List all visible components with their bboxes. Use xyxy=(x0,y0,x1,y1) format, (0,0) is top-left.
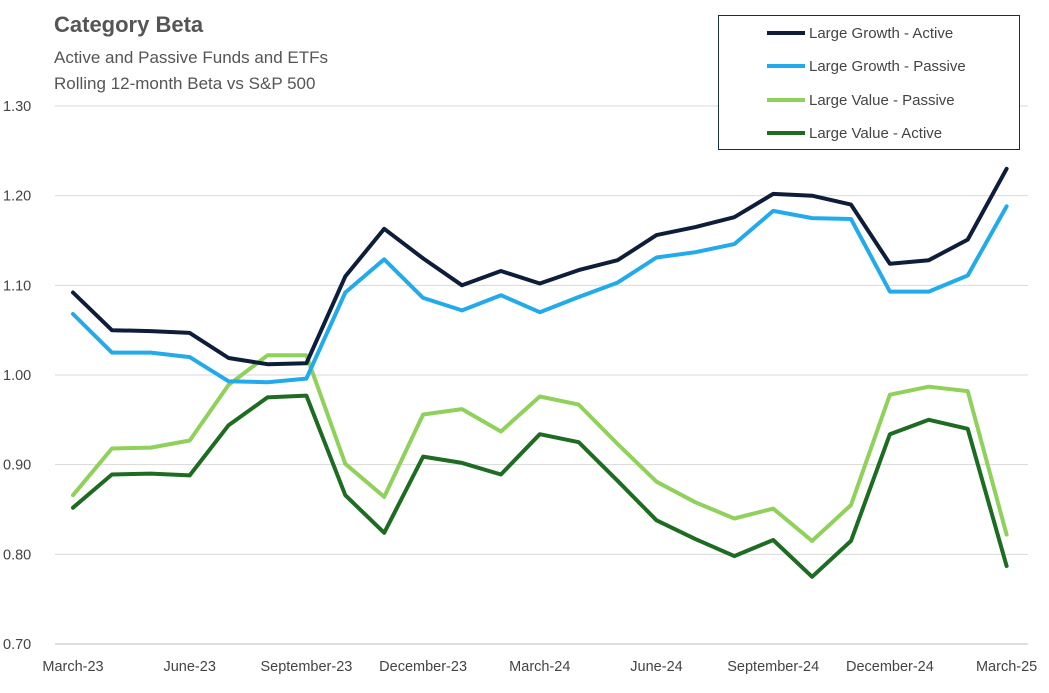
y-tick-label: 1.30 xyxy=(3,99,31,115)
legend-label: Large Growth - Passive xyxy=(809,57,966,75)
series-lines xyxy=(71,166,1009,579)
series-line-large-value-active xyxy=(71,393,1009,579)
series-line-large-growth-passive xyxy=(71,204,1009,385)
series-line-large-growth-active xyxy=(71,166,1009,367)
chart-subtitle-line-1: Active and Passive Funds and ETFs xyxy=(54,48,329,67)
chart-title: Category Beta xyxy=(54,12,204,37)
x-tick-label: December-23 xyxy=(379,659,467,675)
y-tick-label: 0.90 xyxy=(3,458,31,474)
y-tick-label: 1.10 xyxy=(3,278,31,294)
y-tick-label: 1.20 xyxy=(3,189,31,205)
legend-swatch xyxy=(767,98,805,102)
legend-swatch xyxy=(767,131,805,135)
series-line-large-value-passive xyxy=(71,353,1009,543)
x-tick-label: March-23 xyxy=(42,659,103,675)
chart-legend: Large Growth - Active Large Growth - Pas… xyxy=(718,15,1020,150)
legend-item-large-growth-active: Large Growth - Active xyxy=(767,23,953,43)
x-tick-label: March-25 xyxy=(976,659,1037,675)
x-tick-label: June-23 xyxy=(163,659,215,675)
x-tick-label: December-24 xyxy=(846,659,934,675)
y-axis-ticks: 0.70 0.80 0.90 1.00 1.10 1.20 1.30 xyxy=(3,99,31,653)
legend-item-large-growth-passive: Large Growth - Passive xyxy=(767,56,966,76)
legend-label: Large Value - Active xyxy=(809,124,943,142)
y-tick-label: 0.70 xyxy=(3,637,31,653)
x-tick-label: March-24 xyxy=(509,659,570,675)
x-tick-label: September-23 xyxy=(260,659,352,675)
legend-label: Large Growth - Active xyxy=(809,24,954,42)
y-tick-label: 0.80 xyxy=(3,547,31,563)
legend-label: Large Value - Passive xyxy=(809,91,955,109)
x-tick-label: September-24 xyxy=(727,659,819,675)
gridlines xyxy=(55,105,1028,555)
legend-swatch xyxy=(767,64,805,68)
x-tick-label: June-24 xyxy=(630,659,682,675)
x-axis-ticks: March-23 June-23 September-23 December-23 Ma… xyxy=(42,659,1037,675)
y-tick-label: 1.00 xyxy=(3,368,31,384)
legend-item-large-value-active: Large Value - Active xyxy=(767,123,942,143)
legend-swatch xyxy=(767,31,805,35)
legend-item-large-value-passive: Large Value - Passive xyxy=(767,90,955,110)
chart-subtitle-line-2: Rolling 12-month Beta vs S&P 500 xyxy=(54,74,316,93)
